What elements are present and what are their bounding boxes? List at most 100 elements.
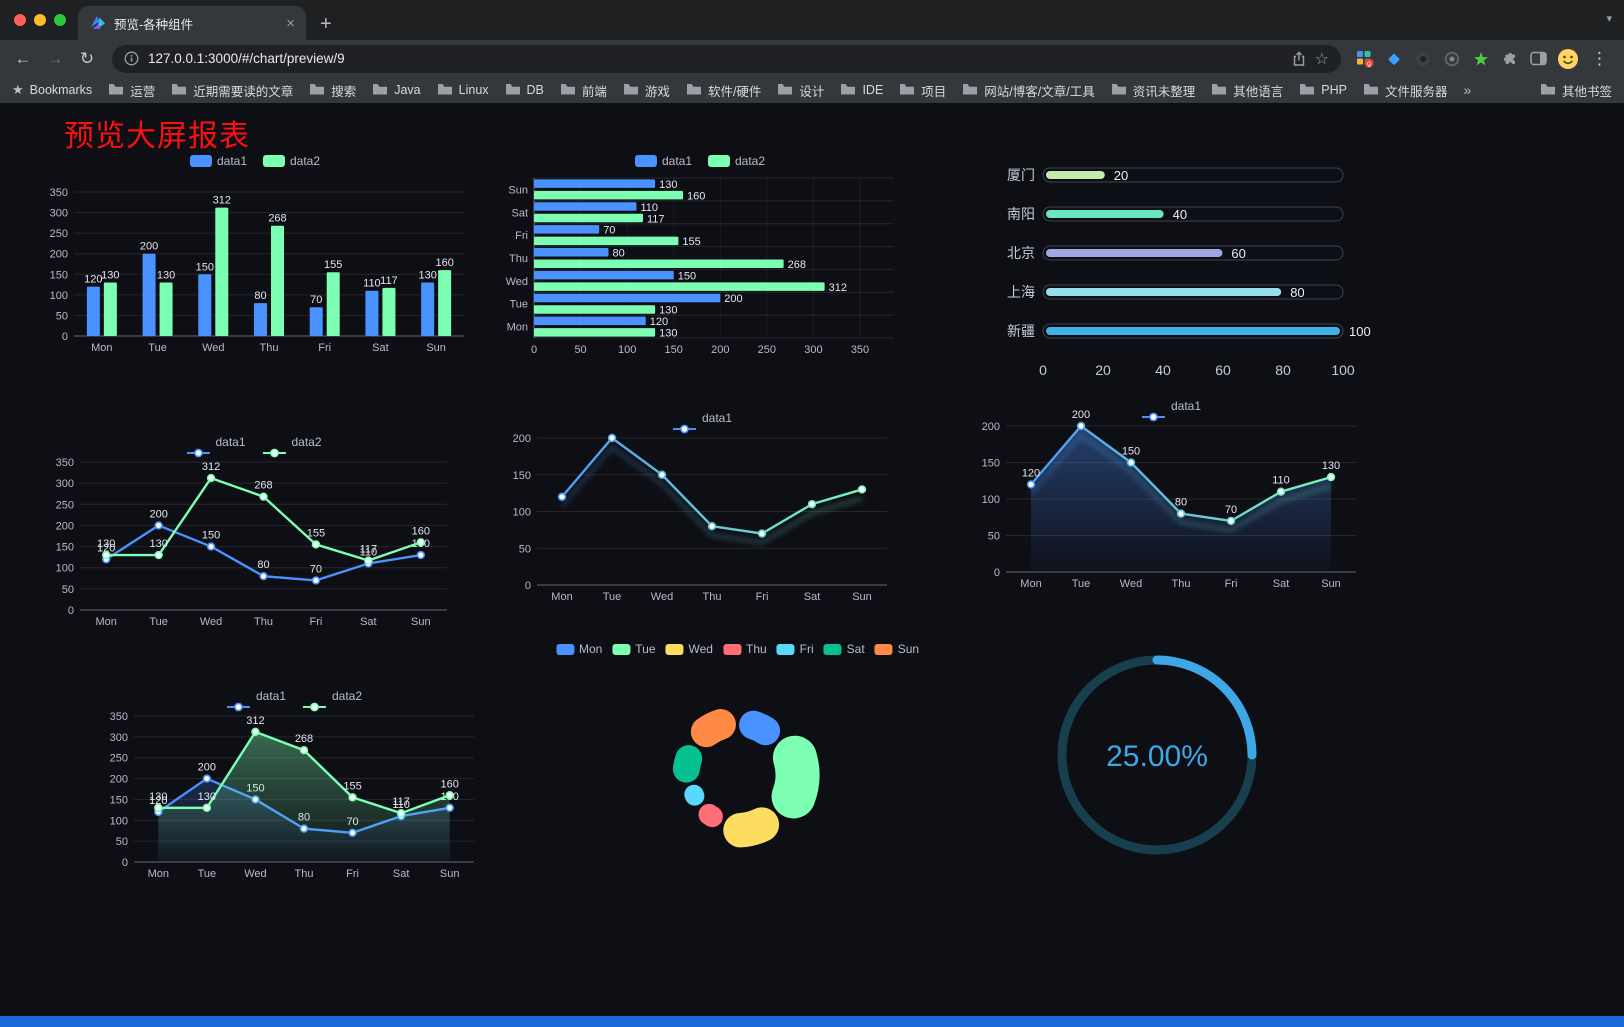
tab-overview-chevron-icon[interactable]: ▾	[1606, 13, 1612, 25]
bookmarks-root-label: Bookmarks	[29, 83, 93, 97]
bookmark-folder-item[interactable]: 其他语言	[1211, 81, 1283, 100]
svg-text:120: 120	[149, 795, 167, 807]
svg-text:130: 130	[659, 305, 677, 317]
legend-item[interactable]: data1	[226, 680, 286, 712]
legend-item[interactable]: Wed	[665, 642, 713, 656]
bookmark-folder-item[interactable]: Java	[372, 82, 421, 99]
site-info-icon[interactable]	[124, 51, 139, 66]
svg-text:160: 160	[435, 257, 453, 269]
extension-ring-icon[interactable]	[1438, 51, 1465, 67]
extension-grid-icon[interactable]: g	[1351, 50, 1378, 68]
svg-text:80: 80	[1290, 285, 1304, 300]
svg-text:Wed: Wed	[506, 276, 528, 288]
legend-item[interactable]: Tue	[612, 642, 656, 656]
svg-text:0: 0	[68, 605, 74, 617]
svg-text:300: 300	[110, 732, 128, 744]
svg-text:Sun: Sun	[426, 342, 446, 354]
svg-text:155: 155	[307, 527, 325, 539]
profile-avatar[interactable]	[1554, 48, 1581, 70]
extensions-puzzle-icon[interactable]	[1496, 51, 1523, 67]
other-bookmarks-item[interactable]: 其他书签	[1540, 81, 1612, 100]
svg-text:110: 110	[392, 799, 410, 811]
extension-diamond-icon[interactable]	[1380, 51, 1407, 67]
legend-item[interactable]: Thu	[722, 642, 767, 656]
svg-text:40: 40	[1173, 207, 1187, 222]
svg-text:Wed: Wed	[244, 868, 266, 880]
chart-pie-rose: Mon Tue Wed Thu Fri Sat Sun	[545, 640, 930, 868]
bookmark-folder-item[interactable]: 搜索	[309, 81, 356, 100]
folder-icon	[1540, 82, 1556, 99]
legend-item[interactable]: data1	[672, 402, 732, 434]
legend-item[interactable]: data1	[189, 154, 247, 168]
bookmark-folder-item[interactable]: IDE	[840, 82, 883, 99]
chart-legend: data1	[672, 402, 732, 434]
svg-text:110: 110	[363, 278, 381, 290]
svg-text:200: 200	[1072, 409, 1090, 421]
extension-green-star-icon[interactable]	[1467, 51, 1494, 67]
bookmark-folder-item[interactable]: PHP	[1299, 82, 1347, 99]
svg-text:0: 0	[1039, 362, 1047, 378]
legend-item[interactable]: data2	[302, 680, 362, 712]
bookmark-folder-item[interactable]: 资讯未整理	[1111, 81, 1195, 100]
legend-item[interactable]: data2	[263, 154, 320, 168]
bookmark-folder-item[interactable]: 网站/博客/文章/工具	[962, 81, 1095, 100]
browser-menu-icon[interactable]: ⋮	[1591, 48, 1608, 68]
bookmarks-overflow-chevron[interactable]: »	[1463, 82, 1472, 98]
svg-text:150: 150	[513, 470, 531, 482]
bookmark-folder-item[interactable]: DB	[505, 82, 544, 99]
svg-text:100: 100	[50, 290, 68, 302]
svg-text:200: 200	[982, 421, 1000, 433]
zoom-window-button[interactable]	[54, 14, 66, 26]
svg-text:Fri: Fri	[346, 868, 359, 880]
svg-text:南阳: 南阳	[1007, 206, 1035, 222]
window-controls	[14, 14, 66, 26]
side-panel-icon[interactable]	[1525, 51, 1552, 66]
svg-text:110: 110	[360, 546, 378, 558]
new-tab-button[interactable]: +	[320, 13, 332, 35]
bookmark-folder-item[interactable]: 游戏	[623, 81, 670, 100]
bookmark-folder-item[interactable]: 项目	[899, 81, 946, 100]
dashboard-preview-page: 预览大屏报表 data1 data2 0 50 100 150 200 250 300 350 Mo…	[0, 103, 1624, 1027]
bookmark-folder-item[interactable]: 软件/硬件	[686, 81, 761, 100]
svg-text:Wed: Wed	[651, 591, 673, 603]
legend-item[interactable]: Sun	[874, 642, 919, 656]
bookmark-folder-item[interactable]: 文件服务器	[1363, 81, 1447, 100]
svg-text:120: 120	[650, 316, 668, 328]
bookmark-folder-item[interactable]: Linux	[437, 82, 489, 99]
svg-text:160: 160	[412, 525, 430, 537]
back-button[interactable]: ←	[14, 48, 32, 68]
tab-close-icon[interactable]: ×	[286, 14, 295, 32]
legend-item[interactable]: Mon	[555, 642, 602, 656]
svg-text:200: 200	[140, 241, 158, 253]
bookmarks-root-item[interactable]: ★ Bookmarks	[12, 82, 92, 98]
svg-text:150: 150	[678, 270, 696, 282]
legend-item[interactable]: data1	[185, 426, 246, 458]
svg-text:155: 155	[682, 236, 700, 248]
legend-item[interactable]: Sat	[823, 642, 865, 656]
legend-item[interactable]: data2	[262, 426, 322, 458]
bookmark-folder-item[interactable]: 设计	[777, 81, 824, 100]
bookmark-folder-item[interactable]: 前端	[560, 81, 607, 100]
legend-item[interactable]: data1	[1141, 390, 1201, 422]
legend-item[interactable]: data1	[634, 154, 692, 168]
svg-text:Wed: Wed	[1120, 578, 1142, 590]
reload-button[interactable]: ↻	[79, 48, 95, 68]
url-text[interactable]: 127.0.0.1:3000/#/chart/preview/9	[148, 51, 345, 66]
extension-dark-circle-icon[interactable]	[1409, 51, 1436, 67]
bookmark-folder-item[interactable]: 运营	[108, 81, 155, 100]
address-bar[interactable]: 127.0.0.1:3000/#/chart/preview/9 ☆	[112, 44, 1341, 73]
share-icon[interactable]	[1292, 50, 1306, 67]
close-window-button[interactable]	[14, 14, 26, 26]
bookmark-star-icon[interactable]: ☆	[1314, 50, 1329, 68]
legend-item[interactable]: Fri	[776, 642, 814, 656]
forward-button[interactable]: →	[46, 48, 64, 68]
svg-text:130: 130	[97, 538, 115, 550]
svg-text:130: 130	[659, 328, 677, 340]
chart-gauge: 25.00%	[1040, 650, 1275, 862]
active-tab[interactable]: 预览-各种组件 ×	[78, 6, 306, 40]
legend-item[interactable]: data2	[708, 154, 765, 168]
svg-text:Mon: Mon	[551, 591, 572, 603]
bookmark-folder-item[interactable]: 近期需要读的文章	[171, 81, 293, 100]
svg-text:Thu: Thu	[1172, 578, 1191, 590]
minimize-window-button[interactable]	[34, 14, 46, 26]
